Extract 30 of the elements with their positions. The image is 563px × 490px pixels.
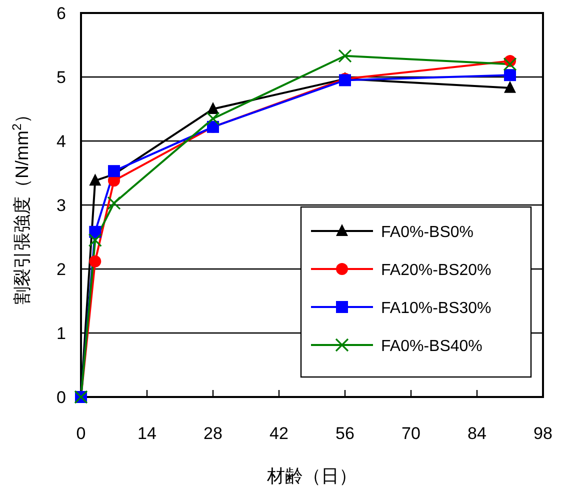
x-tick-label: 0 — [76, 424, 86, 443]
y-tick-label: 0 — [56, 388, 66, 407]
y-tick-label: 6 — [56, 4, 66, 23]
x-tick-label: 28 — [204, 424, 222, 443]
point — [503, 57, 517, 71]
point — [504, 69, 516, 82]
legend-label: FA0%-BS0% — [381, 224, 474, 241]
point — [206, 112, 220, 126]
point — [504, 80, 516, 93]
point — [88, 233, 102, 247]
point — [107, 196, 121, 210]
x-tick-label: 42 — [270, 424, 288, 443]
x-tick-label: 70 — [402, 424, 420, 443]
x-tick-label: 84 — [468, 424, 486, 443]
y-tick-label: 2 — [56, 260, 66, 279]
y-tick-label: 1 — [56, 324, 66, 343]
x-tick-label: 56 — [336, 424, 354, 443]
x-axis-title: 材齢（日） — [266, 466, 357, 486]
x-tick-label: 14 — [138, 424, 156, 443]
point — [89, 174, 102, 186]
point — [338, 49, 352, 63]
y-tick-label: 5 — [56, 68, 66, 87]
point — [207, 102, 219, 114]
legend-label: FA0%-BS40% — [381, 338, 482, 355]
x-tick-label: 98 — [534, 424, 552, 443]
legend-label: FA10%-BS30% — [381, 300, 492, 317]
y-tick-label: 4 — [56, 132, 66, 151]
point — [89, 255, 102, 268]
y-tick-label: 3 — [56, 196, 66, 215]
legend-label: FA20%-BS20% — [381, 262, 492, 279]
